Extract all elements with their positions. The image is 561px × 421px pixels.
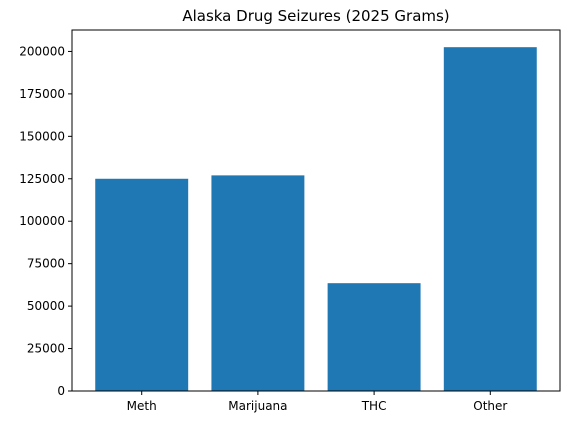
bar-thc bbox=[327, 283, 421, 391]
y-tick-label: 150000 bbox=[19, 129, 65, 143]
y-tick-label: 200000 bbox=[19, 44, 65, 58]
y-axis: 0 25000 50000 75000 100000 125000 150000 175000… bbox=[19, 44, 72, 398]
x-tick-label: THC bbox=[361, 399, 387, 413]
y-tick-label: 100000 bbox=[19, 214, 65, 228]
y-tick-label: 0 bbox=[57, 384, 65, 398]
bar-other bbox=[443, 47, 537, 391]
plot-frame bbox=[71, 29, 561, 392]
x-tick-label: Meth bbox=[127, 399, 157, 413]
bar-marijuana bbox=[211, 175, 305, 391]
x-tick-label: Other bbox=[473, 399, 507, 413]
y-tick-label: 75000 bbox=[27, 257, 65, 271]
bar-meth bbox=[95, 178, 189, 391]
chart-title: Alaska Drug Seizures (2025 Grams) bbox=[182, 7, 449, 25]
y-tick-label: 125000 bbox=[19, 172, 65, 186]
y-tick-label: 25000 bbox=[27, 342, 65, 356]
y-tick-label: 175000 bbox=[19, 87, 65, 101]
y-tick-label: 50000 bbox=[27, 299, 65, 313]
x-axis: Meth Marijuana THC Other bbox=[127, 391, 507, 413]
x-tick-label: Marijuana bbox=[228, 399, 287, 413]
bars-layer bbox=[95, 47, 537, 391]
